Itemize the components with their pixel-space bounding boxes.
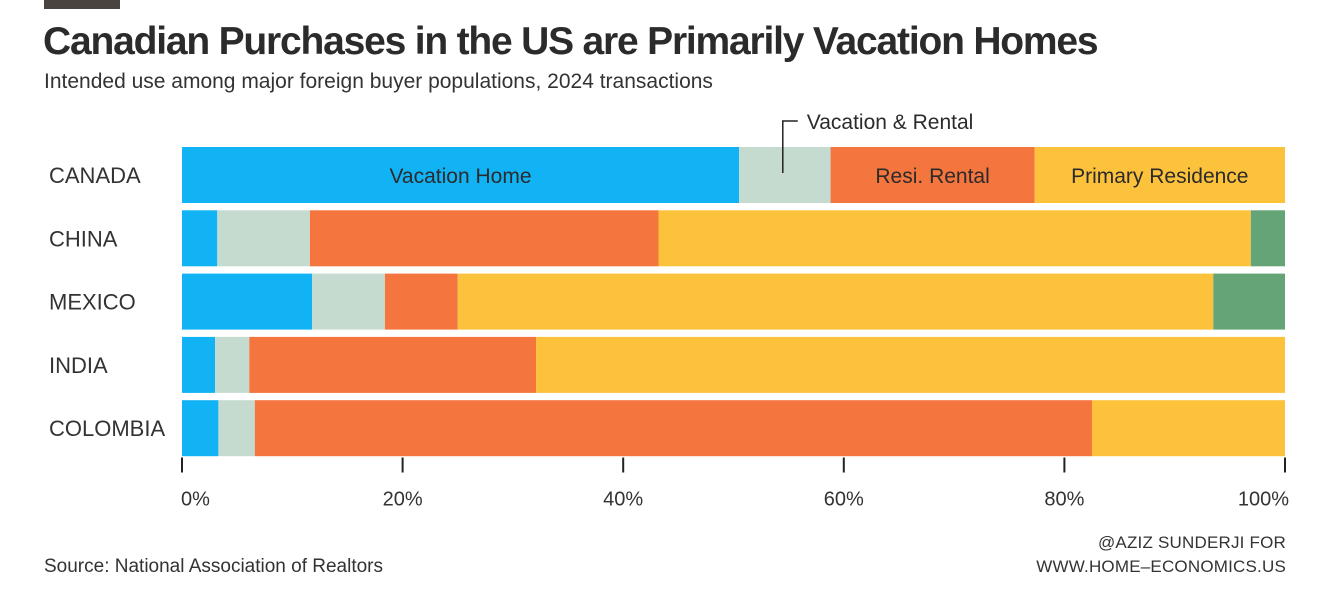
bar-segment-india-1 [215, 336, 250, 393]
credit-line-1: @AZIZ SUNDERJI FOR [1097, 533, 1286, 552]
bar-segment-china-2 [309, 210, 659, 267]
category-label-colombia: COLOMBIA [49, 416, 165, 441]
bar-segment-colombia-2 [254, 400, 1092, 457]
bar-segment-india-0 [182, 336, 216, 393]
x-tick-label: 20% [383, 489, 423, 511]
header-accent-bar [44, 0, 120, 9]
series-label-1: Vacation & Rental [807, 111, 974, 134]
bar-segment-canada-0 [182, 147, 740, 203]
source-note: Source: National Association of Realtors [44, 556, 384, 577]
bar-segment-china-3 [658, 210, 1251, 267]
bar-segment-colombia-0 [182, 400, 219, 457]
bar-segment-mexico-4 [1213, 273, 1285, 330]
category-label-india: INDIA [49, 353, 108, 378]
credit-note: @AZIZ SUNDERJI FOR WWW.HOME–ECONOMICS.US [1036, 531, 1286, 579]
chart-title: Canadian Purchases in the US are Primari… [43, 20, 1099, 63]
chart-subtitle: Intended use among major foreign buyer p… [44, 70, 713, 93]
bar-segment-china-1 [217, 210, 310, 267]
bar-segment-mexico-0 [182, 273, 313, 330]
bar-segment-mexico-3 [457, 273, 1214, 330]
bar-segment-india-3 [536, 336, 1285, 393]
callout-line [782, 120, 798, 173]
category-label-china: CHINA [49, 226, 118, 251]
bar-segment-mexico-2 [384, 273, 458, 330]
series-label-2: Resi. Rental [875, 165, 989, 188]
x-tick-label: 100% [1238, 489, 1289, 511]
bar-segment-mexico-1 [312, 273, 385, 330]
x-tick-label: 80% [1044, 489, 1084, 511]
credit-line-2: WWW.HOME–ECONOMICS.US [1036, 557, 1286, 576]
bar-segment-colombia-3 [1091, 400, 1285, 457]
stacked-bar-chart: CANADA CHINA MEXICO INDIA COLOMBIA Vacation H… [49, 111, 1289, 511]
x-tick-label: 0% [181, 489, 210, 511]
category-label-mexico: MEXICO [49, 290, 136, 315]
bar-segment-china-0 [182, 210, 218, 267]
bar-segment-canada-2 [830, 147, 1035, 203]
x-tick-label: 40% [603, 489, 643, 511]
bar-segment-colombia-1 [218, 400, 255, 457]
bar-segment-canada-1 [739, 147, 831, 203]
bar-segment-china-4 [1250, 210, 1285, 267]
x-tick-label: 60% [824, 489, 864, 511]
series-label-0: Vacation Home [389, 165, 531, 188]
category-label-canada: CANADA [49, 163, 141, 188]
bar-segment-canada-3 [1034, 147, 1285, 203]
bar-segment-india-2 [249, 336, 537, 393]
series-label-3: Primary Residence [1071, 165, 1248, 188]
